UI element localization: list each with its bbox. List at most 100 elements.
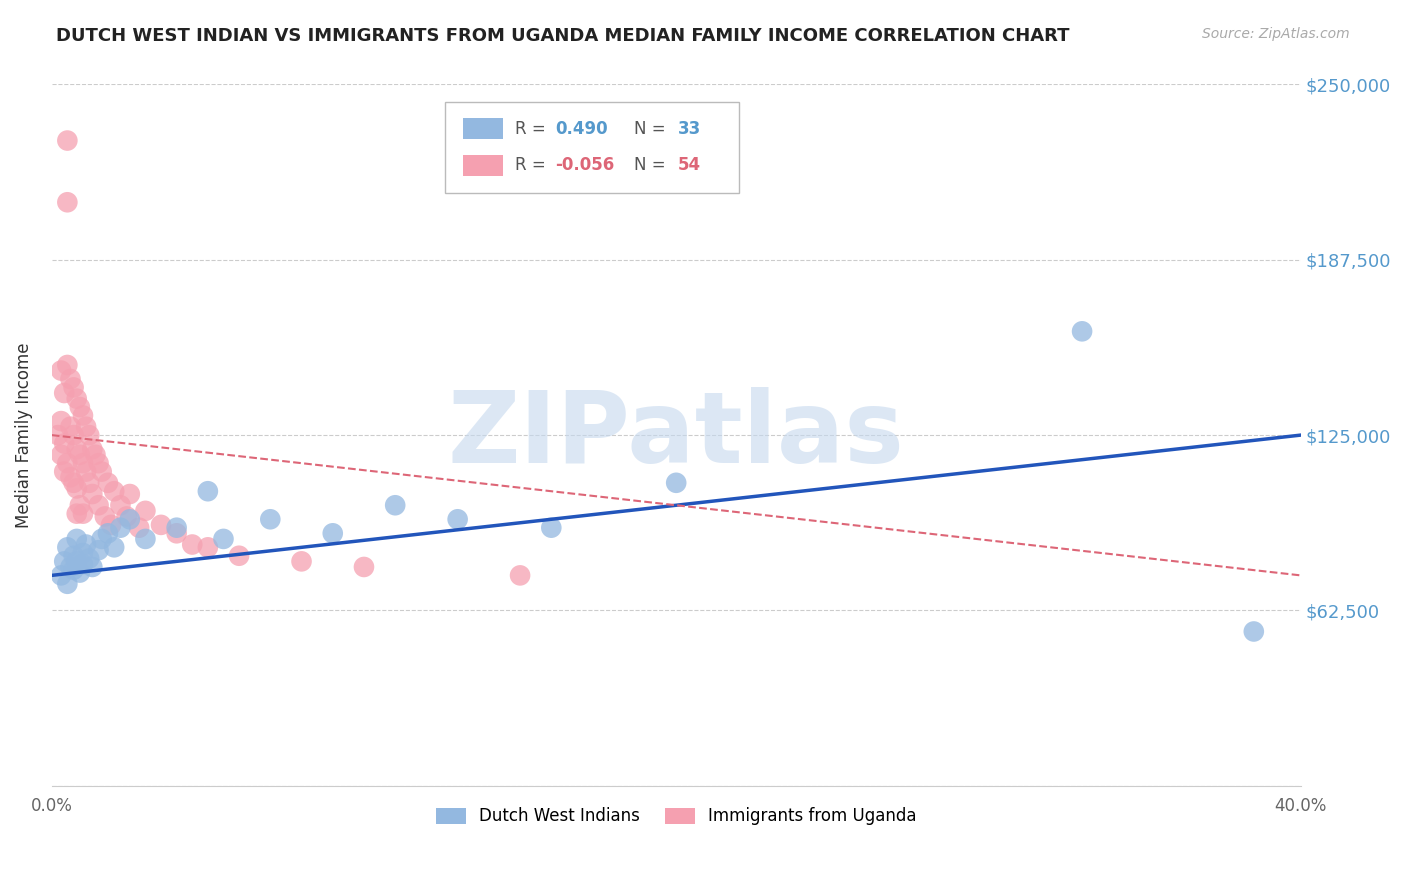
Point [75, 465, 97, 479]
Point [72, 546, 94, 560]
Text: 33: 33 [678, 120, 700, 137]
Point [212, 532, 235, 546]
Point [66, 442, 89, 457]
Point [56, 195, 79, 210]
Point [1071, 324, 1094, 338]
Point [69, 400, 91, 414]
Point [84, 448, 107, 462]
Point [69, 566, 91, 580]
Point [59, 560, 82, 574]
Point [322, 526, 344, 541]
Point [166, 526, 188, 541]
Point [197, 541, 219, 555]
Text: ZIPatlas: ZIPatlas [447, 386, 904, 483]
Point [77, 428, 100, 442]
Point [49, 414, 72, 428]
Point [75, 419, 97, 434]
Point [509, 568, 531, 582]
Point [49, 363, 72, 377]
Point [77, 475, 100, 490]
Point [53, 386, 76, 401]
Text: R =: R = [515, 156, 551, 174]
Point [49, 448, 72, 462]
Point [166, 521, 188, 535]
Point [66, 507, 89, 521]
Text: R =: R = [515, 120, 551, 137]
Point [82, 487, 104, 501]
Point [118, 487, 141, 501]
Point [82, 442, 104, 457]
Point [134, 504, 156, 518]
Text: Source: ZipAtlas.com: Source: ZipAtlas.com [1202, 27, 1350, 41]
Point [72, 507, 94, 521]
Point [66, 482, 89, 496]
Point [72, 557, 94, 571]
Point [46, 428, 69, 442]
Point [90, 465, 112, 479]
Point [1243, 624, 1265, 639]
FancyBboxPatch shape [463, 154, 502, 176]
Point [69, 498, 91, 512]
Point [56, 541, 79, 555]
Point [56, 134, 79, 148]
Point [90, 532, 112, 546]
FancyBboxPatch shape [446, 102, 738, 194]
Point [115, 509, 138, 524]
Point [97, 475, 120, 490]
Point [53, 554, 76, 568]
Point [82, 560, 104, 574]
Point [66, 532, 89, 546]
Point [53, 465, 76, 479]
Point [53, 436, 76, 450]
Point [62, 563, 84, 577]
Text: DUTCH WEST INDIAN VS IMMIGRANTS FROM UGANDA MEDIAN FAMILY INCOME CORRELATION CHA: DUTCH WEST INDIAN VS IMMIGRANTS FROM UGA… [56, 27, 1070, 45]
Point [100, 517, 122, 532]
Point [87, 543, 110, 558]
Point [87, 498, 110, 512]
Point [75, 537, 97, 551]
Text: 0.490: 0.490 [555, 120, 607, 137]
Point [665, 475, 688, 490]
Point [59, 470, 82, 484]
Point [94, 509, 117, 524]
Point [62, 380, 84, 394]
Point [197, 484, 219, 499]
Point [259, 512, 281, 526]
Text: -0.056: -0.056 [555, 156, 614, 174]
Point [97, 526, 120, 541]
Point [103, 484, 125, 499]
Point [59, 372, 82, 386]
Point [103, 541, 125, 555]
Point [446, 512, 468, 526]
Point [49, 568, 72, 582]
Point [134, 532, 156, 546]
Legend: Dutch West Indians, Immigrants from Uganda: Dutch West Indians, Immigrants from Ugan… [427, 799, 925, 833]
Point [118, 512, 141, 526]
Point [72, 456, 94, 470]
Point [62, 549, 84, 563]
Point [181, 537, 204, 551]
Point [540, 521, 562, 535]
Point [56, 576, 79, 591]
Text: 54: 54 [678, 156, 700, 174]
Point [72, 409, 94, 423]
Point [128, 521, 150, 535]
Point [56, 456, 79, 470]
FancyBboxPatch shape [463, 118, 502, 139]
Point [62, 428, 84, 442]
Point [66, 392, 89, 406]
Point [87, 456, 110, 470]
Text: N =: N = [634, 156, 671, 174]
Point [56, 358, 79, 372]
Point [62, 475, 84, 490]
Point [290, 554, 312, 568]
Point [77, 551, 100, 566]
Point [66, 554, 89, 568]
Point [228, 549, 250, 563]
Point [59, 419, 82, 434]
Text: N =: N = [634, 120, 671, 137]
Point [384, 498, 406, 512]
Point [110, 498, 132, 512]
Point [110, 521, 132, 535]
Point [150, 517, 173, 532]
